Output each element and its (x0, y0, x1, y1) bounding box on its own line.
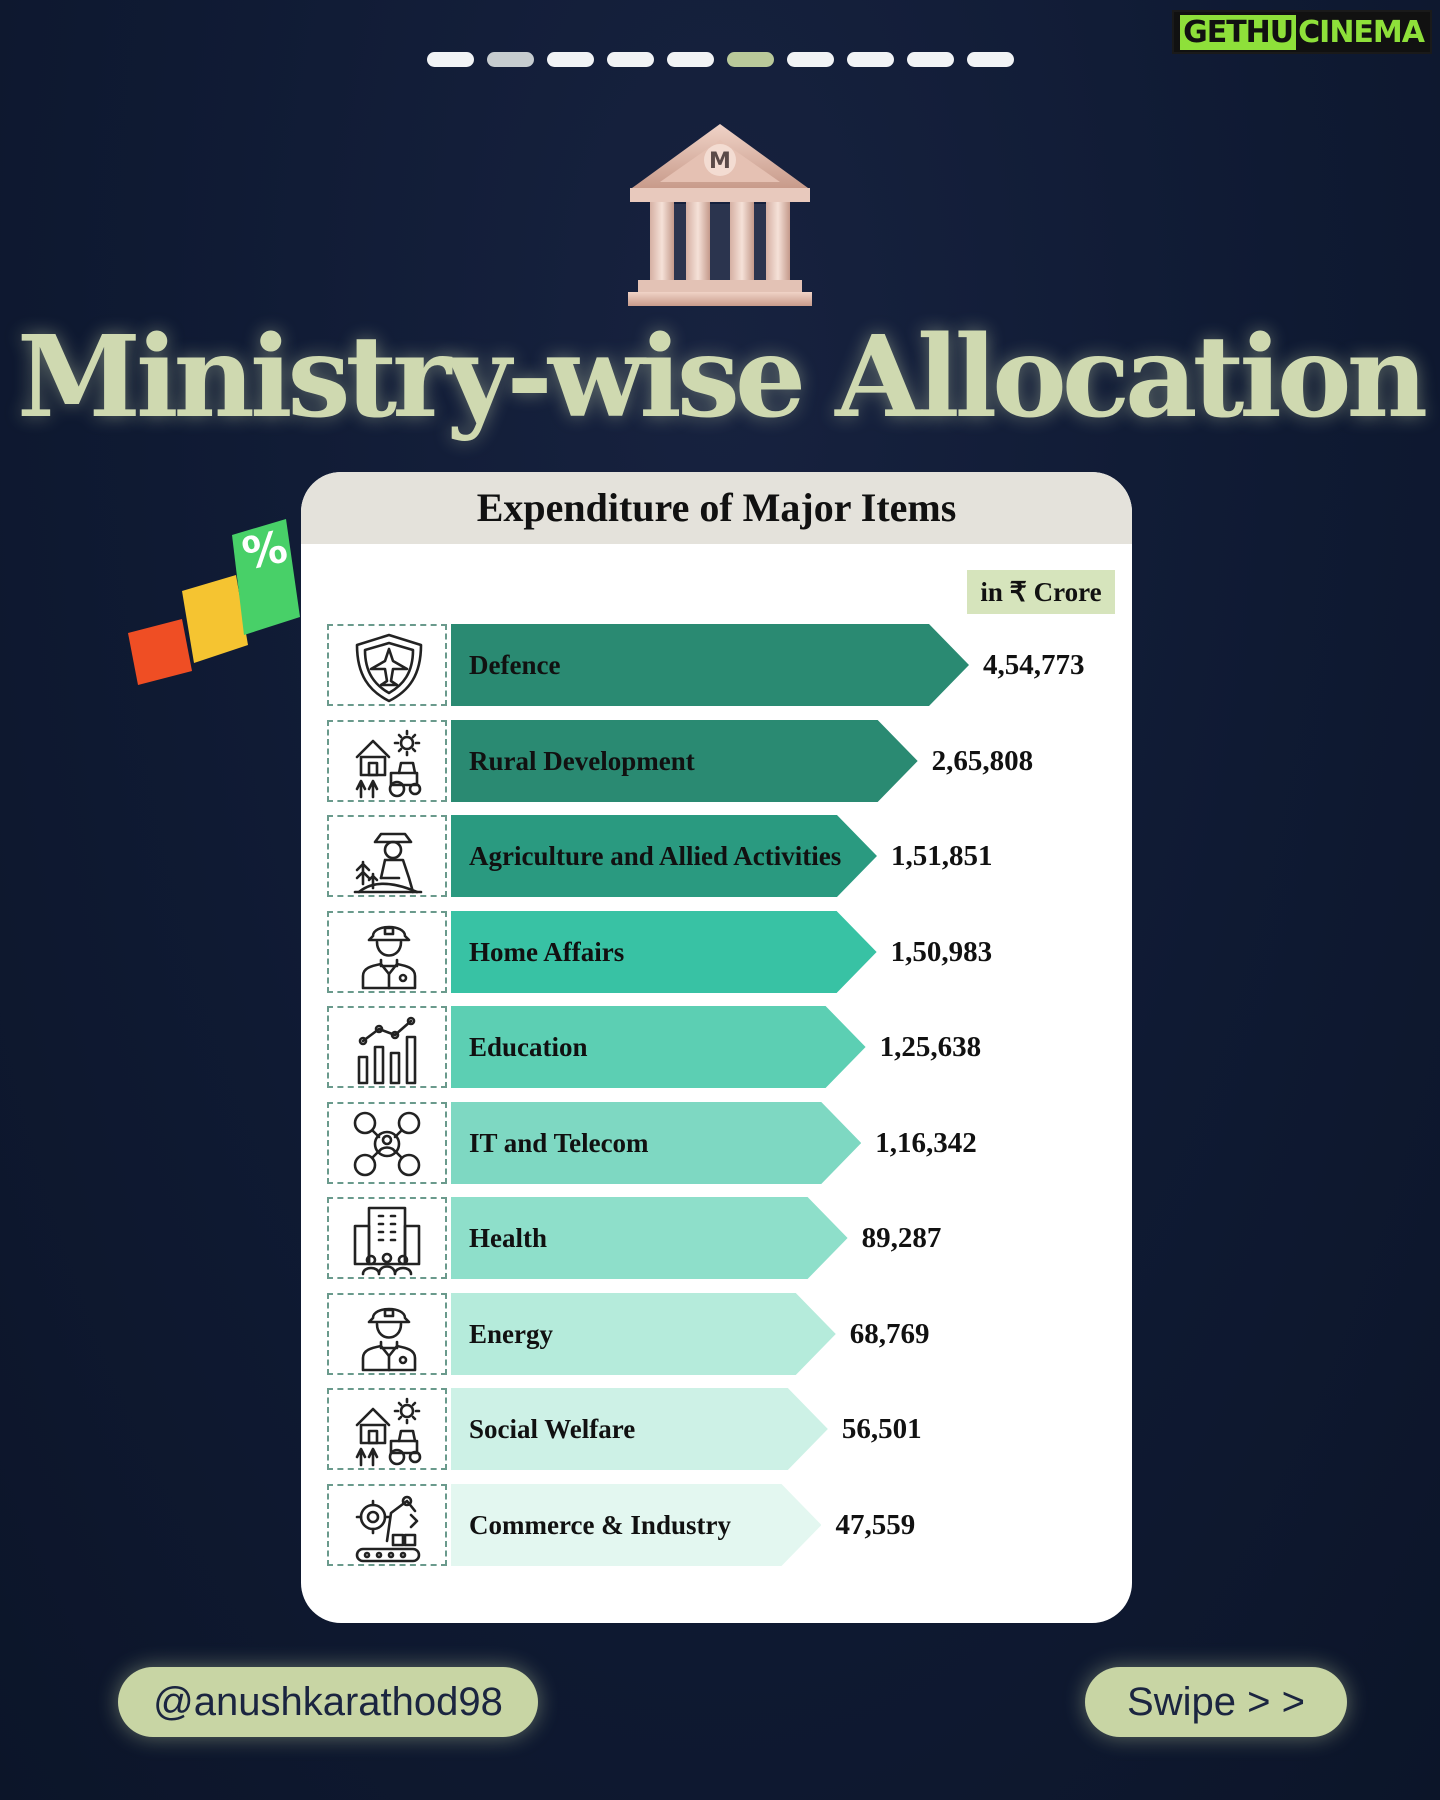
bank-building-icon: M (628, 124, 812, 306)
farm-tractor-icon (327, 1388, 447, 1470)
bar-label: Education (469, 1032, 588, 1062)
expenditure-card: Expenditure of Major Items in ₹ Crore De… (301, 472, 1132, 1623)
value-label: 47,559 (835, 1508, 916, 1541)
bar-label: Home Affairs (469, 936, 625, 967)
police-officer-icon (327, 910, 447, 993)
chart-bar (451, 815, 877, 897)
chart-bar (451, 1197, 848, 1279)
page-title: Ministry-wise Allocation (17, 312, 1428, 443)
svg-text:%: % (238, 521, 292, 580)
value-label: 1,25,638 (879, 1031, 982, 1063)
pagination-dots (0, 52, 1440, 67)
bar-label: Rural Development (469, 745, 695, 776)
value-label: 1,50,983 (890, 935, 993, 968)
bar-growth-icon (327, 1006, 447, 1088)
bar-label: IT and Telecom (469, 1127, 649, 1158)
handle-button[interactable]: @anushkarathod98 (118, 1667, 538, 1737)
pagination-dot[interactable] (786, 52, 834, 67)
bar-label: Commerce & Industry (469, 1509, 731, 1540)
value-label: 1,16,342 (875, 1126, 977, 1159)
farmer-icon (327, 815, 447, 897)
pagination-dot[interactable] (726, 52, 774, 67)
pagination-dot[interactable] (906, 52, 954, 67)
growth-percentage-icon: % (128, 519, 300, 685)
value-label: 89,287 (861, 1222, 942, 1254)
farm-tractor-icon (327, 719, 447, 802)
pagination-dot[interactable] (666, 52, 714, 67)
hospital-building-icon (327, 1197, 447, 1279)
value-label: 4,54,773 (983, 649, 1085, 681)
pagination-dot[interactable] (966, 52, 1014, 67)
shield-jet-icon (327, 624, 447, 706)
bar-label: Health (469, 1223, 547, 1253)
bar-label: Social Welfare (469, 1414, 636, 1444)
network-people-icon (327, 1101, 447, 1184)
chart-bar (451, 1483, 822, 1566)
chart-bar (451, 910, 877, 993)
bar-label: Energy (469, 1318, 553, 1349)
bar-label: Defence (469, 650, 561, 680)
factory-robot-arm-icon (327, 1483, 447, 1566)
chart-bar (451, 1101, 862, 1184)
value-label: 68,769 (849, 1317, 930, 1350)
unit-badge: in ₹ Crore (967, 570, 1115, 614)
pagination-dot[interactable] (486, 52, 534, 67)
chart-bar (451, 624, 969, 706)
pagination-dot[interactable] (546, 52, 594, 67)
chart-bar (451, 1388, 828, 1470)
svg-text:M: M (709, 149, 731, 174)
bar-label: Agriculture and Allied Activities (469, 841, 842, 871)
value-label: 2,65,808 (931, 744, 1034, 777)
pagination-dot[interactable] (606, 52, 654, 67)
pagination-dot[interactable] (846, 52, 894, 67)
pagination-dot[interactable] (426, 52, 474, 67)
value-label: 56,501 (841, 1413, 922, 1445)
chart-bar (451, 1006, 866, 1088)
card-title: Expenditure of Major Items (301, 472, 1132, 544)
chart-bar (451, 1292, 836, 1375)
brand-logo: GETHU CINEMA (1172, 10, 1432, 54)
swipe-button[interactable]: Swipe > > (1085, 1667, 1347, 1737)
chart-bar (451, 719, 918, 802)
value-label: 1,51,851 (890, 840, 993, 872)
police-officer-icon (327, 1292, 447, 1375)
